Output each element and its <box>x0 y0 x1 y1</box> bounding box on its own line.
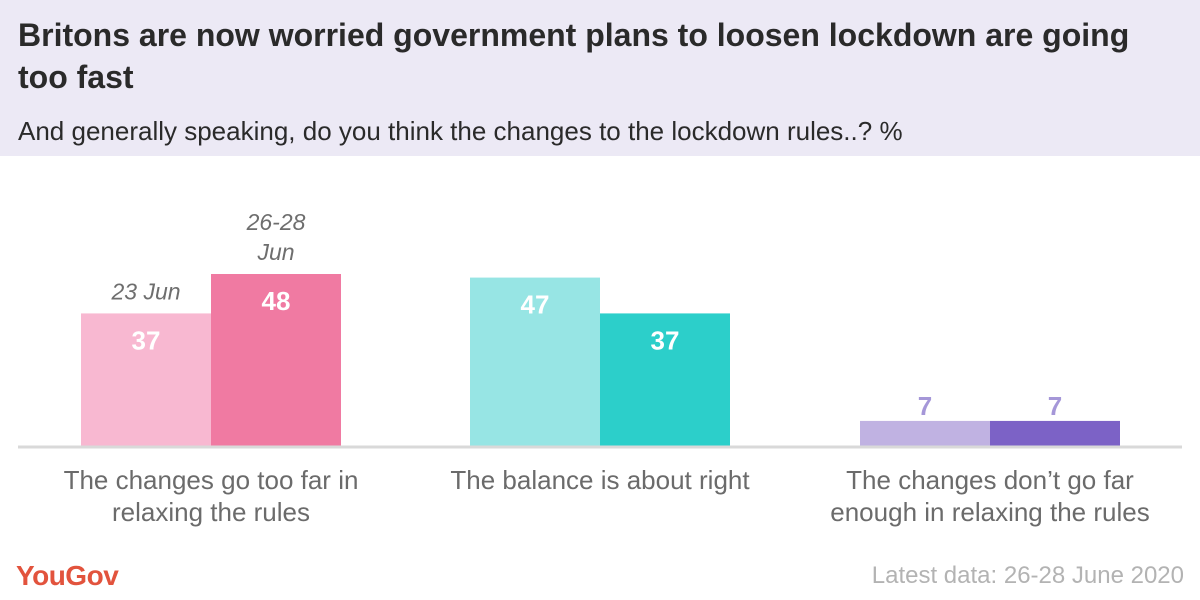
category-label: The changes don’t go far <box>846 465 1134 495</box>
bar-2-0 <box>860 420 990 446</box>
yougov-logo: YouGov <box>16 560 119 591</box>
bar-value-label: 47 <box>521 290 550 320</box>
bar-1-0 <box>470 277 600 446</box>
bar-value-label: 7 <box>918 391 932 421</box>
chart-title: Britons are now worried government plans… <box>18 17 1130 95</box>
series-label: Jun <box>256 239 294 265</box>
category-label: enough in relaxing the rules <box>830 497 1149 527</box>
bar-value-label: 37 <box>132 325 161 355</box>
bar-value-label: 48 <box>262 286 291 316</box>
category-label: The balance is about right <box>450 465 750 495</box>
series-label: 23 Jun <box>110 278 180 304</box>
source-note: Latest data: 26-28 June 2020 <box>871 562 1184 589</box>
category-label: The changes go too far in <box>64 465 359 495</box>
bar-2-1 <box>990 420 1120 446</box>
category-label: relaxing the rules <box>112 497 310 527</box>
series-label: 26-28 <box>246 209 306 235</box>
bar-1-1 <box>600 313 730 446</box>
bar-0-0 <box>81 313 211 446</box>
bar-0-1 <box>211 274 341 446</box>
chart-subtitle: And generally speaking, do you think the… <box>18 116 903 146</box>
bar-value-label: 37 <box>651 325 680 355</box>
bar-value-label: 7 <box>1048 391 1062 421</box>
header-band: Britons are now worried government plans… <box>0 0 1200 156</box>
